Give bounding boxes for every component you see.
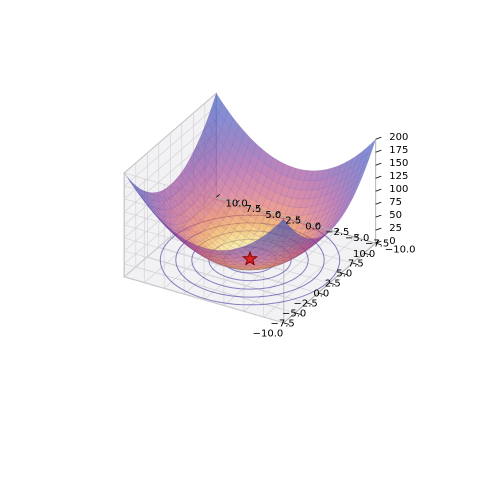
svg-text:0: 0	[389, 236, 395, 247]
svg-text:200: 200	[389, 132, 408, 143]
svg-text:−10.0: −10.0	[253, 328, 284, 339]
svg-text:5.0: 5.0	[336, 269, 352, 280]
svg-text:25: 25	[389, 223, 402, 234]
svg-text:−7.5: −7.5	[270, 318, 294, 329]
svg-text:7.5: 7.5	[348, 259, 364, 270]
svg-text:7.5: 7.5	[245, 204, 261, 215]
svg-text:10.0: 10.0	[226, 198, 248, 209]
svg-text:2.5: 2.5	[325, 279, 341, 290]
svg-text:100: 100	[389, 184, 408, 195]
svg-text:150: 150	[389, 158, 408, 169]
svg-text:125: 125	[389, 171, 408, 182]
svg-text:75: 75	[389, 197, 402, 208]
svg-text:10.0: 10.0	[353, 249, 375, 260]
svg-text:−5.0: −5.0	[282, 309, 306, 320]
svg-text:5.0: 5.0	[265, 210, 281, 221]
svg-text:−2.5: −2.5	[293, 299, 317, 310]
svg-text:175: 175	[389, 145, 408, 156]
svg-text:−2.5: −2.5	[325, 227, 349, 238]
svg-text:0.0: 0.0	[305, 221, 321, 232]
paraboloid-3d-surface: −10.0−7.5−5.0−2.50.02.55.07.510.0−10.0−7…	[0, 0, 500, 500]
svg-text:0.0: 0.0	[313, 289, 329, 300]
svg-text:50: 50	[389, 210, 402, 221]
svg-text:2.5: 2.5	[285, 216, 301, 227]
